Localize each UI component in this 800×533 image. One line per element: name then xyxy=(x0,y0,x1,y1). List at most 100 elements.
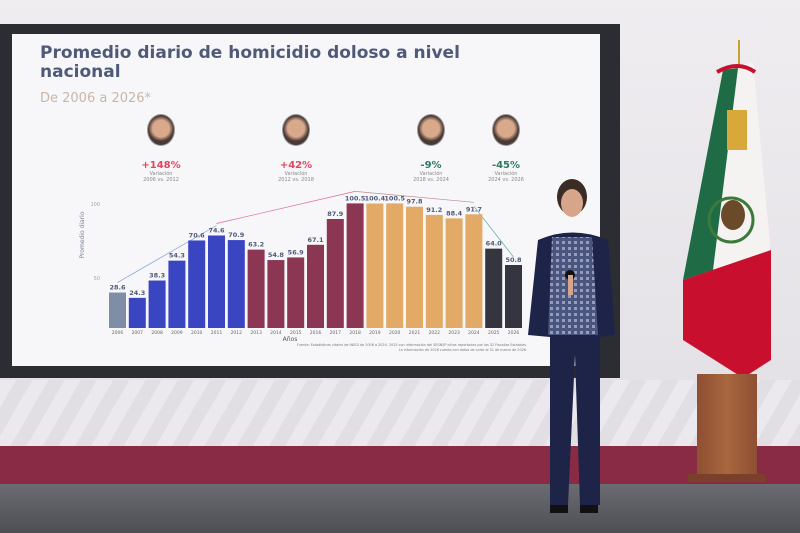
y-tick-label: 50 xyxy=(94,276,100,282)
x-tick-label: 2009 xyxy=(171,330,183,336)
y-tick-label: 100 xyxy=(90,202,100,208)
data-label: 87.9 xyxy=(327,210,344,218)
x-tick-label: 2006 xyxy=(112,330,124,336)
bar-2012 xyxy=(227,240,245,328)
data-label: 54.3 xyxy=(169,252,185,260)
president-card: +148% Variación 2006 vs. 2012 xyxy=(121,114,201,183)
trend-line xyxy=(117,225,217,283)
bar-2010 xyxy=(188,240,206,328)
data-label: 91.2 xyxy=(426,206,442,214)
variation-percent: -9% xyxy=(420,160,442,171)
footnote: La información de 2026 cuenta con datos … xyxy=(399,348,527,352)
bar-2011 xyxy=(208,235,225,328)
portrait-photo xyxy=(282,114,310,146)
x-tick-label: 2024 xyxy=(468,330,480,336)
trend-line xyxy=(355,191,474,203)
variation-percent: -45% xyxy=(491,160,521,171)
variation-label: Variación xyxy=(149,171,173,177)
footnote: Fuente: Estadísticas vitales de INEGI de… xyxy=(297,343,527,347)
bar-2025 xyxy=(485,248,503,328)
data-label: 50.8 xyxy=(505,256,522,264)
data-label: 28.6 xyxy=(109,284,126,292)
bar-2019 xyxy=(366,203,384,328)
x-tick-label: 2026 xyxy=(508,330,520,336)
bar-2007 xyxy=(128,297,146,328)
backdrop-pattern xyxy=(0,380,800,446)
bar-2020 xyxy=(386,203,404,328)
data-label: 24.3 xyxy=(129,289,145,297)
data-label: 74.6 xyxy=(208,226,225,234)
president-card: +42% Variación 2012 vs. 2018 xyxy=(256,114,336,183)
flag-stand xyxy=(697,374,757,478)
bar-2024 xyxy=(465,214,483,328)
bars: 28.6 2006 24.3 2007 38.3 2008 54.3 2009 70.6 2010… xyxy=(109,194,522,336)
data-label: 70.9 xyxy=(228,231,245,239)
data-label: 54.8 xyxy=(268,251,285,259)
stage-band xyxy=(0,446,800,484)
president-card: -45% Variación 2024 vs. 2026 xyxy=(466,114,546,183)
portrait-photo xyxy=(417,114,445,146)
variation-label: Variación xyxy=(494,171,518,177)
bar-2017 xyxy=(326,219,344,328)
variation-period: 2018 vs. 2024 xyxy=(413,177,449,183)
bar-2026 xyxy=(505,265,522,328)
data-label: 91.7 xyxy=(466,205,482,213)
x-tick-label: 2012 xyxy=(231,330,243,336)
data-label: 100.5 xyxy=(345,194,366,202)
bar-2006 xyxy=(109,292,126,328)
x-tick-label: 2013 xyxy=(250,330,262,336)
president-card: -9% Variación 2018 vs. 2024 xyxy=(391,114,471,183)
x-tick-label: 2014 xyxy=(270,330,282,336)
portrait-photo xyxy=(147,114,175,146)
data-label: 63.2 xyxy=(248,241,264,249)
slide-title: Promedio diario de homicidio doloso a ni… xyxy=(40,43,460,82)
data-label: 100.5 xyxy=(384,194,405,202)
data-label: 100.4 xyxy=(365,195,386,203)
variation-period: 2012 vs. 2018 xyxy=(278,177,314,183)
y-axis-label: Promedio diario xyxy=(79,211,86,258)
bar-2015 xyxy=(287,257,305,328)
mexican-flag xyxy=(683,40,771,378)
bar-2009 xyxy=(168,260,186,328)
data-label: 56.9 xyxy=(288,248,305,256)
bar-2021 xyxy=(406,206,423,328)
data-label: 38.3 xyxy=(149,272,165,280)
data-label: 88.4 xyxy=(446,209,463,217)
x-tick-label: 2008 xyxy=(151,330,163,336)
x-tick-label: 2007 xyxy=(132,330,144,336)
slide-subtitle: De 2006 a 2026* xyxy=(40,91,152,106)
data-label: 67.1 xyxy=(307,236,324,244)
x-tick-label: 2016 xyxy=(310,330,322,336)
x-tick-label: 2017 xyxy=(330,330,342,336)
variation-label: Variación xyxy=(284,171,308,177)
x-tick-label: 2011 xyxy=(211,330,223,336)
x-tick-label: 2018 xyxy=(349,330,361,336)
x-tick-label: 2019 xyxy=(369,330,381,336)
bar-2008 xyxy=(148,280,166,328)
variation-label: Variación xyxy=(419,171,443,177)
flag-stand-base xyxy=(688,474,766,482)
speaker xyxy=(528,179,615,513)
data-label: 64.0 xyxy=(486,240,503,248)
bar-2022 xyxy=(425,214,443,328)
data-label: 70.6 xyxy=(189,231,206,239)
data-label: 97.8 xyxy=(406,198,423,206)
variation-percent: +42% xyxy=(279,160,313,171)
variation-period: 2024 vs. 2026 xyxy=(488,177,524,183)
x-tick-label: 2023 xyxy=(448,330,460,336)
variation-percent: +148% xyxy=(141,160,181,171)
bar-2016 xyxy=(307,244,324,328)
x-tick-label: 2021 xyxy=(409,330,421,336)
x-tick-label: 2010 xyxy=(191,330,203,336)
x-tick-label: 2015 xyxy=(290,330,302,336)
variation-period: 2006 vs. 2012 xyxy=(143,177,179,183)
bar-2013 xyxy=(247,249,265,328)
bar-2023 xyxy=(445,218,463,328)
x-tick-label: 2022 xyxy=(429,330,441,336)
x-tick-label: 2025 xyxy=(488,330,500,336)
portrait-photo xyxy=(492,114,520,146)
x-tick-label: 2020 xyxy=(389,330,401,336)
trend-line xyxy=(216,191,356,224)
x-axis-label: Años xyxy=(283,336,298,343)
